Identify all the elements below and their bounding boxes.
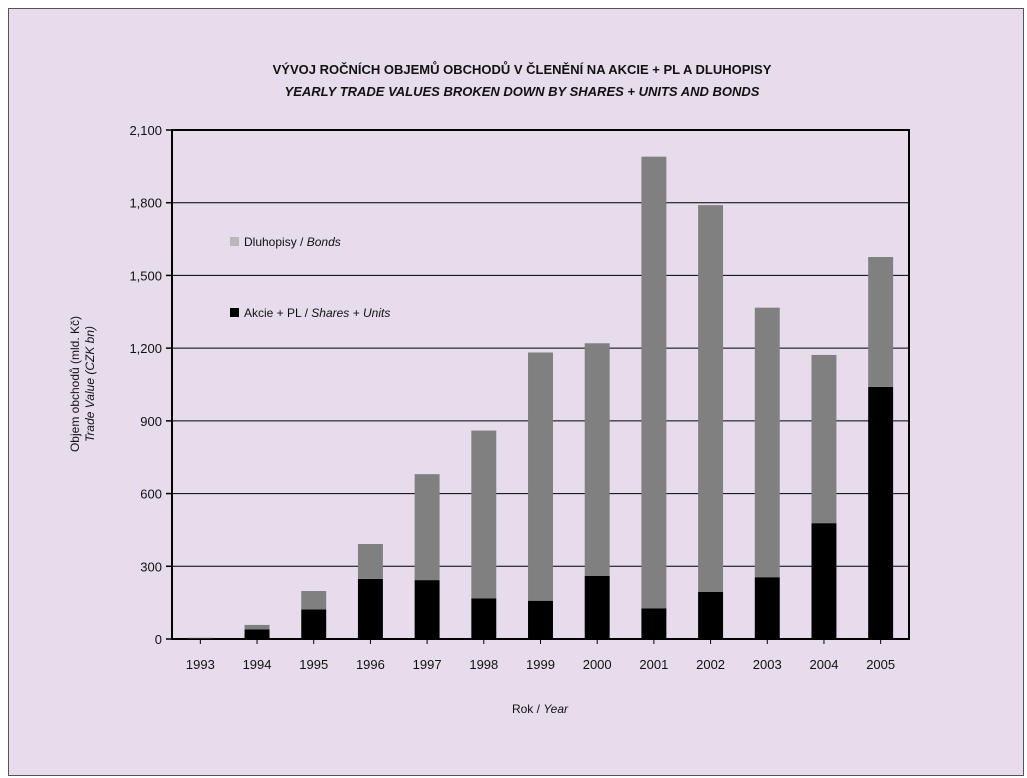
y-tick-label: 1,800 bbox=[129, 196, 162, 211]
y-tick-label: 600 bbox=[140, 487, 162, 502]
bar-shares-2004 bbox=[811, 523, 837, 639]
x-tick-label: 2005 bbox=[866, 657, 895, 672]
bar-bonds-2002 bbox=[698, 205, 724, 592]
bar-bonds-2003 bbox=[754, 307, 780, 578]
x-tick-label: 1997 bbox=[413, 657, 442, 672]
x-tick-label: 2004 bbox=[810, 657, 839, 672]
bar-shares-2005 bbox=[868, 386, 894, 639]
bar-bonds-2004 bbox=[811, 354, 837, 524]
bar-bonds-1997 bbox=[414, 474, 440, 581]
x-tick-label: 1995 bbox=[299, 657, 328, 672]
bars bbox=[187, 156, 894, 639]
y-tick-label: 1,500 bbox=[129, 268, 162, 283]
bar-bonds-2001 bbox=[641, 156, 667, 609]
bar-shares-1997 bbox=[414, 580, 440, 639]
chart-canvas: VÝVOJ ROČNÍCH OBJEMŮ OBCHODŮ V ČLENĚNÍ N… bbox=[68, 61, 910, 716]
x-tick-label: 2003 bbox=[753, 657, 782, 672]
bar-shares-2003 bbox=[754, 577, 780, 639]
bar-shares-2001 bbox=[641, 608, 667, 639]
x-tick-label: 2001 bbox=[639, 657, 668, 672]
x-tick-label: 1993 bbox=[186, 657, 215, 672]
legend-label-shares: Akcie + PL bbox=[244, 306, 302, 320]
bar-shares-2002 bbox=[698, 591, 724, 639]
x-tick-label: 1999 bbox=[526, 657, 555, 672]
x-axis-label-sep: / bbox=[533, 702, 543, 716]
x-tick-label: 2002 bbox=[696, 657, 725, 672]
bar-bonds-1999 bbox=[528, 352, 553, 601]
legend-item-bonds: Dluhopisy / Bonds bbox=[244, 235, 341, 249]
x-axis-label: Rok bbox=[512, 702, 534, 716]
x-tick-label: 2000 bbox=[583, 657, 612, 672]
y-axis-label: Objem obchodů (mld. Kč) bbox=[68, 316, 82, 452]
chart-title: VÝVOJ ROČNÍCH OBJEMŮ OBCHODŮ V ČLENĚNÍ N… bbox=[273, 61, 772, 77]
bar-bonds-1994 bbox=[244, 624, 270, 630]
chart-subtitle: YEARLY TRADE VALUES BROKEN DOWN BY SHARE… bbox=[285, 84, 760, 99]
y-axis-label-group: Objem obchodů (mld. Kč) Trade Value (CZK… bbox=[68, 316, 97, 452]
bar-shares-1995 bbox=[301, 609, 327, 639]
y-tick-label: 900 bbox=[140, 414, 162, 429]
bar-bonds-1998 bbox=[471, 430, 497, 599]
y-axis-ticks: 0 300 600 900 1,200 1,500 1,800 2,100 bbox=[129, 123, 172, 647]
x-tick-label: 1996 bbox=[356, 657, 385, 672]
legend-label-bonds-en: Bonds bbox=[307, 235, 341, 249]
bar-bonds-1995 bbox=[301, 591, 327, 610]
x-tick-label: 1994 bbox=[243, 657, 272, 672]
chart-panel: VÝVOJ ROČNÍCH OBJEMŮ OBCHODŮ V ČLENĚNÍ N… bbox=[8, 8, 1024, 776]
legend-label-shares-en: Shares + Units bbox=[311, 306, 390, 320]
x-tick-label: 1998 bbox=[469, 657, 498, 672]
x-axis-label-group: Rok / Year bbox=[512, 702, 569, 716]
y-tick-label: 2,100 bbox=[129, 123, 162, 138]
legend-swatch-bonds bbox=[230, 237, 239, 246]
legend-sep-bonds: / bbox=[297, 235, 307, 249]
bar-bonds-2000 bbox=[584, 343, 610, 576]
bar-shares-2000 bbox=[584, 575, 610, 639]
gridlines bbox=[172, 202, 909, 567]
bar-shares-1993 bbox=[187, 638, 213, 639]
bar-shares-1999 bbox=[528, 600, 553, 639]
bar-bonds-1996 bbox=[357, 543, 383, 579]
y-tick-label: 1,200 bbox=[129, 341, 162, 356]
legend: Dluhopisy / Bonds Akcie + PL / Shares + … bbox=[230, 235, 390, 320]
y-tick-label: 0 bbox=[155, 632, 162, 647]
y-axis-label-en: Trade Value (CZK bn) bbox=[83, 326, 97, 442]
legend-label-bonds: Dluhopisy bbox=[244, 235, 297, 249]
bar-bonds-2005 bbox=[868, 257, 894, 387]
bar-shares-1998 bbox=[471, 598, 497, 639]
x-axis-ticks: 1993 1994 1995 1996 1997 1998 1999 2000 2001 2002… bbox=[186, 639, 895, 672]
y-tick-label: 300 bbox=[140, 559, 162, 574]
legend-sep-shares: / bbox=[301, 306, 311, 320]
bar-shares-1996 bbox=[357, 578, 383, 639]
bar-shares-1994 bbox=[244, 629, 270, 639]
x-axis-label-en: Year bbox=[543, 702, 569, 716]
legend-swatch-shares bbox=[230, 308, 239, 317]
legend-item-shares: Akcie + PL / Shares + Units bbox=[244, 306, 390, 320]
